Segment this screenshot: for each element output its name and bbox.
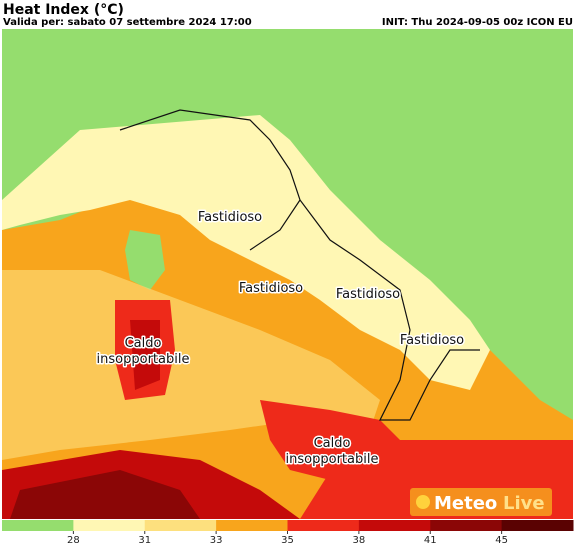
map-label: insopportabile — [286, 452, 379, 467]
colorbar-tick-label: 28 — [67, 535, 80, 544]
valid-time: Valida per: sabato 07 settembre 2024 17:… — [3, 17, 252, 28]
colorbar-segment — [216, 520, 288, 531]
map-label: Fastidioso — [239, 281, 303, 296]
map-label: insopportabile — [97, 352, 190, 367]
map-label: Caldo — [125, 336, 162, 351]
colorbar-segment — [144, 520, 217, 531]
colorbar-tick-label: 41 — [424, 535, 437, 544]
colorbar-tick-label: 38 — [353, 535, 366, 544]
init-time: INIT: Thu 2024-09-05 00z ICON EU — [382, 17, 573, 28]
title: Heat Index (°C) — [3, 2, 124, 18]
colorbar-tick-label: 33 — [210, 535, 223, 544]
colorbar-segment — [430, 520, 503, 531]
colorbar-segment — [73, 520, 146, 531]
colorbar-tick-label: 31 — [138, 535, 151, 544]
map: Meteo Live — [2, 29, 573, 519]
colorbar-tick-label: 35 — [281, 535, 294, 544]
map-label: Caldo — [314, 436, 351, 451]
map-labels: Fastidioso Fastidioso Fastidioso Fastidioso… — [95, 209, 466, 469]
logo-text: Live — [503, 493, 545, 514]
colorbar: 28 31 33 35 38 41 45 — [2, 520, 574, 544]
colorbar-segment — [287, 520, 360, 531]
colorbar-tick-label: 45 — [495, 535, 508, 544]
colorbar-segment — [2, 520, 74, 531]
map-label: Fastidioso — [400, 333, 464, 348]
map-label: Fastidioso — [198, 210, 262, 225]
logo-text: Meteo — [434, 493, 497, 514]
map-label: Fastidioso — [336, 287, 400, 302]
colorbar-segment — [358, 520, 431, 531]
colorbar-segment — [501, 520, 574, 531]
